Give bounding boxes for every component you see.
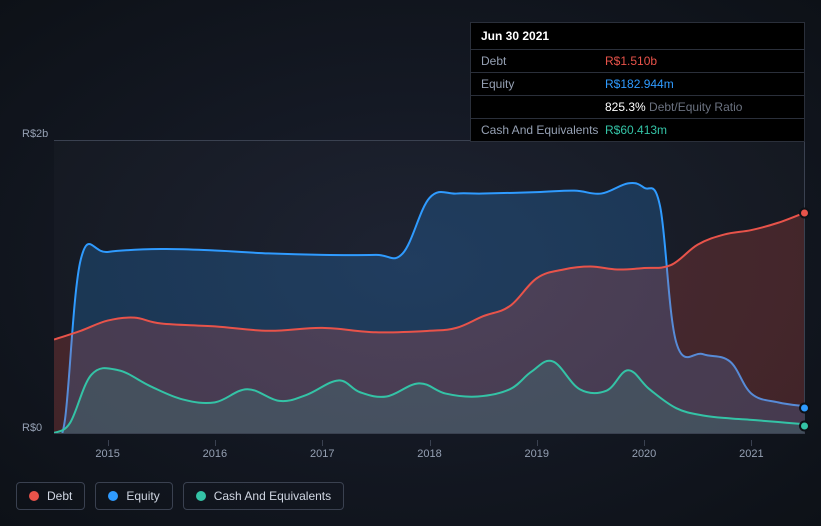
x-axis-label: 2021 bbox=[739, 448, 763, 460]
series-end-marker bbox=[799, 403, 810, 414]
tooltip-row-label: Cash And Equivalents bbox=[481, 123, 605, 137]
chart-legend: Debt Equity Cash And Equivalents bbox=[16, 482, 344, 510]
legend-label: Equity bbox=[126, 489, 159, 503]
tooltip-row-value: R$182.944m bbox=[605, 77, 794, 91]
legend-label: Debt bbox=[47, 489, 72, 503]
current-date-line bbox=[804, 141, 805, 433]
y-axis-top-label: R$2b bbox=[22, 128, 48, 140]
tooltip-row-label bbox=[481, 100, 605, 114]
tooltip-row-label: Debt bbox=[481, 54, 605, 68]
chart-tooltip: Jun 30 2021 DebtR$1.510b EquityR$182.944… bbox=[470, 22, 805, 142]
tooltip-row: EquityR$182.944m bbox=[471, 73, 804, 96]
x-axis-label: 2015 bbox=[95, 448, 119, 460]
tooltip-row-value: R$60.413m bbox=[605, 123, 794, 137]
tooltip-date: Jun 30 2021 bbox=[471, 23, 804, 50]
legend-item[interactable]: Cash And Equivalents bbox=[183, 482, 344, 510]
x-axis-label: 2017 bbox=[310, 448, 334, 460]
legend-item[interactable]: Debt bbox=[16, 482, 85, 510]
x-axis-label: 2019 bbox=[525, 448, 549, 460]
y-axis-bottom-label: R$0 bbox=[22, 422, 42, 434]
chart-plot-area[interactable] bbox=[54, 140, 805, 434]
x-axis: 2015 2016 2017 2018 2019 2020 2021 bbox=[54, 440, 805, 464]
series-end-marker bbox=[799, 208, 810, 219]
legend-swatch bbox=[108, 491, 118, 501]
x-axis-label: 2016 bbox=[203, 448, 227, 460]
legend-swatch bbox=[196, 491, 206, 501]
legend-label: Cash And Equivalents bbox=[214, 489, 331, 503]
tooltip-row: 825.3% Debt/Equity Ratio bbox=[471, 96, 804, 119]
series-end-marker bbox=[799, 421, 810, 432]
tooltip-row: Cash And EquivalentsR$60.413m bbox=[471, 119, 804, 141]
legend-item[interactable]: Equity bbox=[95, 482, 172, 510]
debt-equity-chart: R$2b R$0 2015 2016 2017 2018 2019 2020 2021 De… bbox=[16, 128, 805, 510]
legend-swatch bbox=[29, 491, 39, 501]
tooltip-row-label: Equity bbox=[481, 77, 605, 91]
x-axis-label: 2020 bbox=[632, 448, 656, 460]
tooltip-row-value: R$1.510b bbox=[605, 54, 794, 68]
tooltip-row: DebtR$1.510b bbox=[471, 50, 804, 73]
tooltip-row-value: 825.3% Debt/Equity Ratio bbox=[605, 100, 794, 114]
x-axis-label: 2018 bbox=[417, 448, 441, 460]
